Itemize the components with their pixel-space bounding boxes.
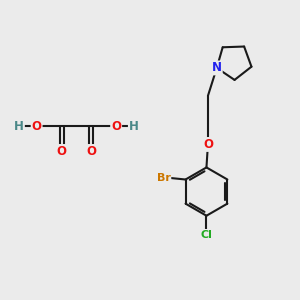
- Text: H: H: [129, 120, 139, 133]
- Text: O: O: [32, 120, 42, 133]
- Text: O: O: [203, 138, 213, 151]
- Text: O: O: [57, 145, 67, 158]
- Text: H: H: [14, 120, 24, 133]
- Text: Cl: Cl: [200, 230, 212, 240]
- Text: Br: Br: [157, 173, 170, 183]
- Text: O: O: [86, 145, 96, 158]
- Text: O: O: [111, 120, 121, 133]
- Text: N: N: [212, 61, 222, 74]
